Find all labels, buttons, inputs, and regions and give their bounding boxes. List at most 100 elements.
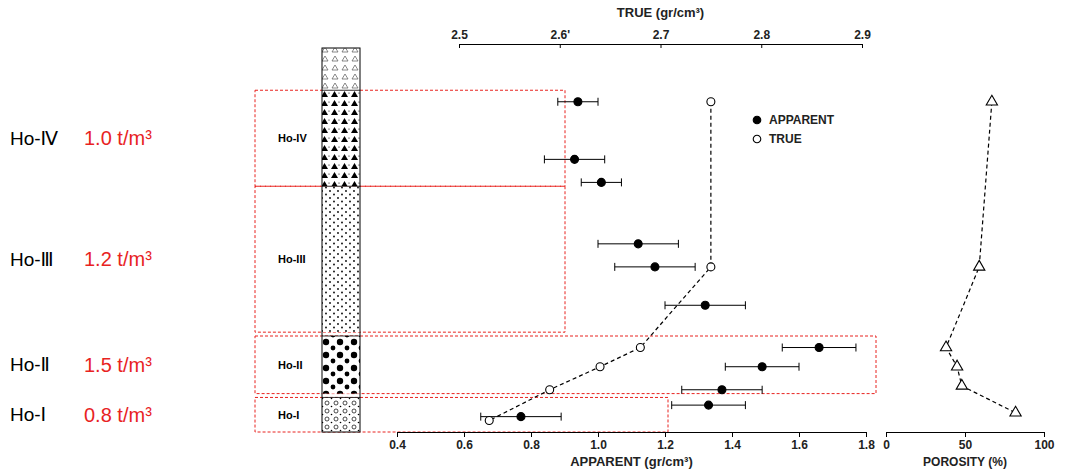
marker	[574, 98, 582, 106]
marker	[1010, 406, 1021, 416]
unit-name: Ho-Ⅰ	[10, 404, 46, 425]
marker	[651, 263, 659, 271]
axis-bottom: 0.40.60.81.01.21.41.61.8	[389, 432, 875, 452]
marker	[701, 301, 709, 309]
axis-title: APPARENT (gr/cm³)	[570, 454, 693, 469]
column-unit-label: Ho-III	[278, 253, 306, 265]
column-layer	[322, 90, 360, 186]
unit-density: 1.2 t/m³	[84, 248, 152, 270]
error-cap	[678, 240, 679, 248]
tick-mark	[464, 432, 465, 437]
axis-bottom: 050100	[883, 432, 1055, 452]
tick-label: 2.8	[753, 28, 770, 42]
tick-label: 0	[883, 438, 890, 452]
error-cap	[745, 301, 746, 309]
marker	[758, 363, 766, 371]
tick-mark	[531, 432, 532, 437]
tick-label: 1.8	[858, 438, 875, 452]
marker	[974, 260, 985, 270]
tick-label: 100	[1034, 438, 1054, 452]
axis-title: POROSITY (%)	[923, 455, 1007, 469]
error-cap	[621, 178, 622, 186]
tick-label: 2.6'	[550, 28, 570, 42]
tick: 100	[1034, 432, 1054, 452]
tick-mark	[459, 44, 460, 48]
tick-mark	[862, 44, 863, 48]
error-cap	[799, 363, 800, 371]
unit-name: Ho-Ⅳ	[10, 128, 59, 149]
column-unit-label: Ho-I	[278, 409, 299, 421]
series	[940, 95, 1021, 416]
error-cap	[855, 344, 856, 352]
unit-density: 1.0 t/m³	[84, 127, 152, 149]
unit-density: 0.8 t/m³	[84, 404, 152, 426]
unit-name: Ho-Ⅲ	[10, 249, 54, 270]
column-unit-label: Ho-IV	[278, 132, 307, 144]
error-cap	[614, 263, 615, 271]
tick-label: 2.5	[451, 28, 468, 42]
marker	[546, 386, 554, 394]
column-layer	[322, 397, 360, 432]
marker	[597, 178, 605, 186]
marker	[718, 386, 726, 394]
column-boundary	[322, 336, 360, 337]
column-unit-label: Ho-II	[278, 359, 302, 371]
column-boundary	[322, 397, 360, 398]
unit-density: 1.5 t/m³	[84, 354, 152, 376]
series	[485, 98, 715, 425]
error-cap	[581, 178, 582, 186]
tick-mark	[560, 44, 561, 48]
tick: 2.5	[451, 28, 468, 48]
tick: 1.4	[724, 432, 741, 452]
tick-label: 1.2	[657, 438, 674, 452]
tick: 0	[883, 432, 890, 452]
error-cap	[561, 413, 562, 421]
tick: 0.4	[389, 432, 406, 452]
marker	[571, 155, 579, 163]
marker	[705, 401, 713, 409]
column-boundary	[322, 186, 360, 187]
tick: 1.8	[858, 432, 875, 452]
unit-box	[255, 397, 668, 432]
tick: 1.6	[791, 432, 808, 452]
tick: 2.6'	[550, 28, 570, 48]
marker	[956, 379, 967, 389]
error-cap	[681, 386, 682, 394]
legend-label: APPARENT	[769, 113, 835, 127]
units: Ho-Ⅳ1.0 t/m³Ho-IVHo-Ⅲ1.2 t/m³Ho-IIIHo-Ⅱ1…	[10, 90, 876, 432]
error-cap	[725, 363, 726, 371]
tick: 2.7	[653, 28, 670, 48]
axis-title: TRUE (gr/cm³)	[617, 5, 704, 20]
series-line	[489, 102, 711, 421]
unit-box	[255, 90, 565, 186]
legend: APPARENT TRUE	[753, 113, 835, 146]
marker	[707, 263, 715, 271]
error-cap	[480, 413, 481, 421]
error-cap	[557, 98, 558, 106]
tick-label: 0.6	[456, 438, 473, 452]
tick-mark	[1044, 432, 1045, 437]
axis-top: 2.52.6'2.72.82.9	[451, 28, 871, 48]
error-cap	[782, 344, 783, 352]
tick-mark	[799, 432, 800, 437]
marker	[951, 360, 962, 370]
error-cap	[671, 401, 672, 409]
series-line	[946, 102, 1016, 413]
tick: 0.6	[456, 432, 473, 452]
tick-mark	[397, 432, 398, 437]
tick-mark	[598, 432, 599, 437]
axis-line	[398, 432, 867, 433]
legend-label: TRUE	[769, 132, 802, 146]
tick-label: 0.4	[389, 438, 406, 452]
marker	[485, 416, 493, 424]
tick: 1.2	[657, 432, 674, 452]
tick-mark	[866, 432, 867, 437]
legend-marker	[753, 116, 761, 124]
figure: Ho-Ⅳ1.0 t/m³Ho-IVHo-Ⅲ1.2 t/m³Ho-IIIHo-Ⅱ1…	[0, 0, 1068, 476]
tick-label: 1.4	[724, 438, 741, 452]
tick: 2.8	[753, 28, 770, 48]
tick-mark	[661, 44, 662, 48]
column-layer	[322, 186, 360, 332]
marker	[596, 363, 604, 371]
error-cap	[665, 301, 666, 309]
